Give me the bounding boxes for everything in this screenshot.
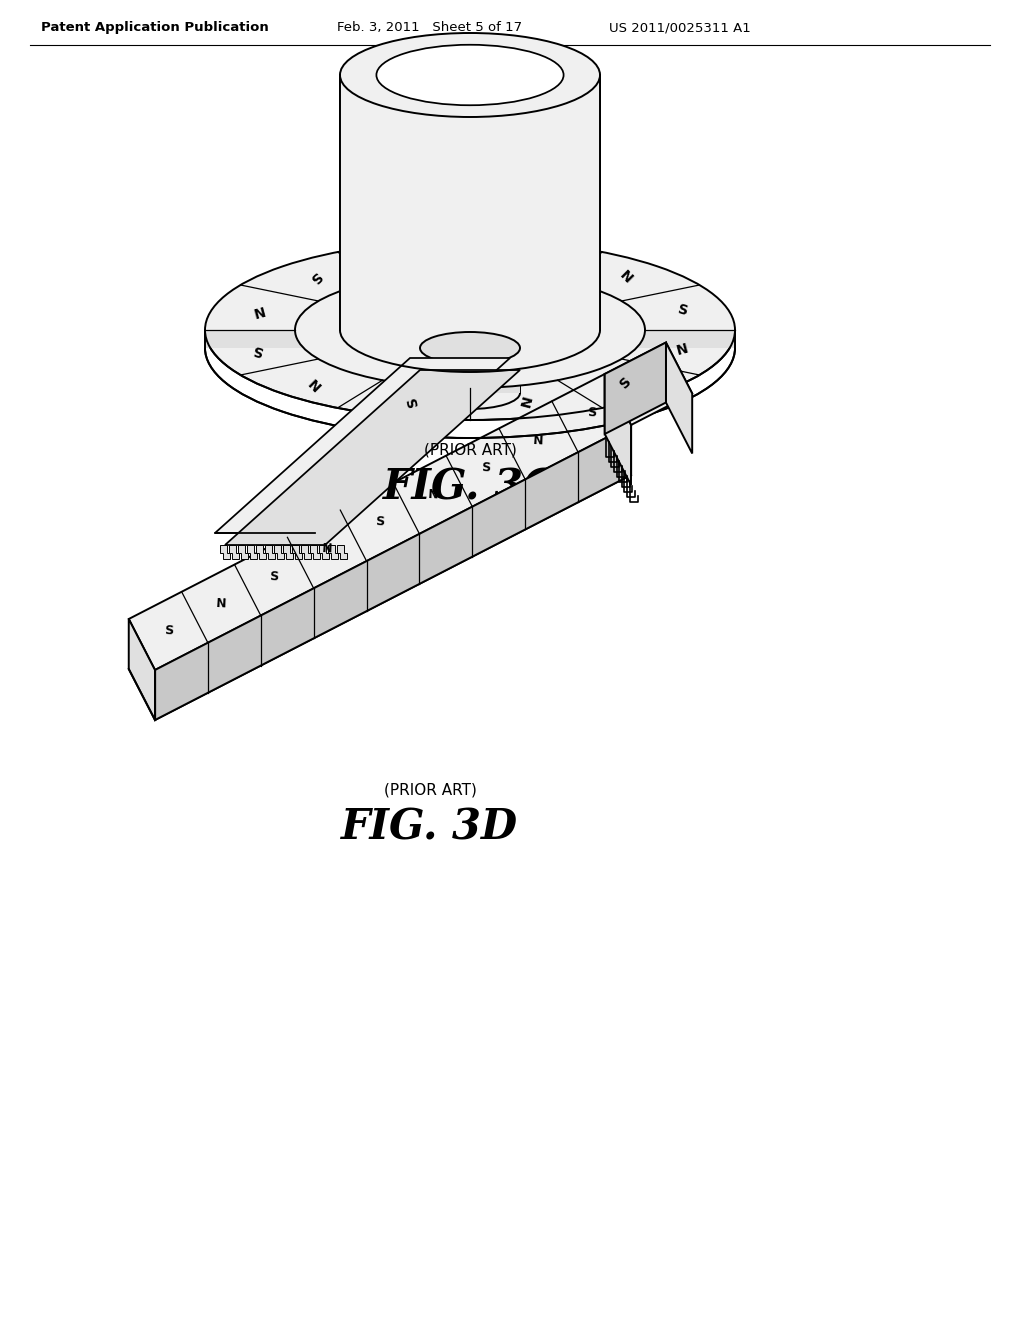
Text: S: S [481, 461, 490, 474]
Polygon shape [256, 545, 266, 558]
Polygon shape [605, 342, 666, 434]
Polygon shape [605, 374, 631, 484]
Text: S: S [269, 570, 279, 583]
Text: FIG. 3D: FIG. 3D [341, 807, 518, 849]
Polygon shape [340, 75, 600, 330]
Text: S: S [306, 269, 323, 286]
Polygon shape [292, 545, 302, 558]
Ellipse shape [377, 45, 563, 106]
Polygon shape [310, 545, 319, 558]
Polygon shape [247, 545, 257, 558]
Polygon shape [129, 374, 631, 671]
Text: N: N [305, 374, 324, 392]
Ellipse shape [205, 240, 735, 420]
Polygon shape [301, 545, 311, 558]
Polygon shape [328, 545, 338, 558]
Polygon shape [265, 545, 275, 558]
Polygon shape [605, 342, 692, 425]
Polygon shape [220, 545, 230, 558]
Text: US 2011/0025311 A1: US 2011/0025311 A1 [609, 21, 751, 34]
Text: Patent Application Publication: Patent Application Publication [41, 21, 269, 34]
Text: N: N [427, 488, 438, 502]
Text: S: S [617, 374, 634, 391]
Polygon shape [337, 545, 347, 558]
Ellipse shape [295, 272, 645, 388]
Ellipse shape [340, 33, 600, 117]
Polygon shape [205, 330, 735, 348]
Text: Feb. 3, 2011   Sheet 5 of 17: Feb. 3, 2011 Sheet 5 of 17 [338, 21, 522, 34]
Polygon shape [129, 619, 155, 719]
Text: S: S [406, 395, 421, 408]
Text: FIG. 3C: FIG. 3C [383, 467, 557, 510]
Text: S: S [164, 624, 173, 638]
Text: N: N [616, 268, 635, 286]
Polygon shape [319, 545, 329, 558]
Text: S: S [587, 407, 596, 420]
Polygon shape [274, 545, 284, 558]
Polygon shape [238, 545, 248, 558]
Text: N: N [250, 302, 265, 319]
Text: N: N [534, 433, 544, 447]
Text: (PRIOR ART): (PRIOR ART) [384, 783, 476, 797]
Polygon shape [666, 342, 692, 454]
Text: S: S [251, 341, 264, 358]
Ellipse shape [420, 333, 520, 364]
Text: S: S [375, 515, 385, 529]
Text: N: N [216, 597, 226, 610]
Polygon shape [229, 545, 239, 558]
Polygon shape [283, 545, 293, 558]
Text: N: N [519, 395, 536, 409]
Polygon shape [225, 370, 520, 545]
Polygon shape [420, 348, 520, 393]
Text: N: N [675, 341, 690, 358]
Polygon shape [215, 358, 510, 533]
Text: S: S [676, 302, 689, 319]
Text: N: N [322, 543, 333, 556]
Polygon shape [605, 374, 631, 475]
Text: (PRIOR ART): (PRIOR ART) [424, 442, 516, 458]
Polygon shape [155, 425, 631, 719]
